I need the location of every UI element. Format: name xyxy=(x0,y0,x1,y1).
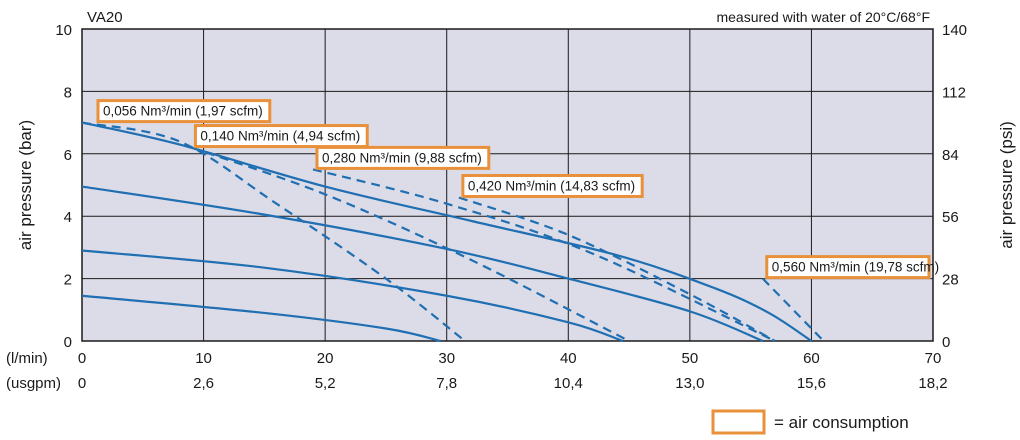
air-consumption-label: 0,560 Nm³/min (19,78 scfm) xyxy=(772,260,939,275)
model-label: VA20 xyxy=(87,9,123,26)
air-consumption-label: 0,280 Nm³/min (9,88 scfm) xyxy=(322,150,482,165)
x-tick-label-lmin: 50 xyxy=(682,350,699,367)
label-box-frame xyxy=(315,145,491,170)
x-tick-label-lmin: 10 xyxy=(195,350,212,367)
y-tick-label-psi: 140 xyxy=(942,22,967,39)
pressure-curve xyxy=(81,294,441,343)
air-consumption-label-box: 0,420 Nm³/min (14,83 scfm) xyxy=(461,173,644,198)
air-consumption-curve xyxy=(312,168,776,342)
x-tick-label-usgpm: 5,2 xyxy=(315,375,336,392)
x-tick-label-usgpm: 7,8 xyxy=(436,375,457,392)
label-box-frame xyxy=(765,255,931,280)
y-tick-label-psi: 56 xyxy=(942,209,959,226)
legend-label: = air consumption xyxy=(774,413,909,432)
pressure-curve xyxy=(81,249,624,343)
air-consumption-label: 0,056 Nm³/min (1,97 scfm) xyxy=(103,104,263,119)
x-tick-label-usgpm: 0 xyxy=(78,375,86,392)
y-tick-label-psi: 84 xyxy=(942,147,959,164)
y-tick-label-psi: 112 xyxy=(942,84,966,101)
pressure-curve xyxy=(81,185,764,343)
label-box-frame xyxy=(461,173,644,198)
x-tick-label-lmin: 60 xyxy=(803,350,820,367)
y-tick-label-bar: 10 xyxy=(55,22,72,39)
x-tick-label-lmin: 0 xyxy=(78,350,86,367)
axis-ticks: 0 10 20 30 40 50 60 700 2,6 5,2 7,8 10,4 13,0 15,6 18,… xyxy=(55,22,967,392)
air-consumption-curve xyxy=(458,196,776,342)
y-tick-label-bar: 2 xyxy=(64,272,72,289)
air-consumption-label: 0,420 Nm³/min (14,83 scfm) xyxy=(468,178,635,193)
air-consumption-label: 0,140 Nm³/min (4,94 scfm) xyxy=(200,129,360,144)
y-tick-label-bar: 4 xyxy=(64,209,72,226)
air-consumption-label-box: 0,140 Nm³/min (4,94 scfm) xyxy=(193,124,369,149)
air-consumption-labels: 0,056 Nm³/min (1,97 scfm) 0,140 Nm³/min (… xyxy=(96,99,939,280)
x-tick-label-lmin: 20 xyxy=(317,350,334,367)
x-tick-label-usgpm: 10,4 xyxy=(554,375,583,392)
label-box-frame xyxy=(96,99,272,124)
air-consumption-label-box: 0,560 Nm³/min (19,78 scfm) xyxy=(765,255,939,280)
x-row-label-usgpm: (usgpm) xyxy=(6,375,61,392)
air-consumption-label-box: 0,280 Nm³/min (9,88 scfm) xyxy=(315,145,491,170)
measurement-note: measured with water of 20°C/68°F xyxy=(716,9,930,25)
air-consumption-label-box: 0,056 Nm³/min (1,97 scfm) xyxy=(96,99,272,124)
x-tick-label-lmin: 40 xyxy=(560,350,577,367)
x-row-label-lmin: (l/min) xyxy=(6,350,48,367)
y-tick-label-psi: 28 xyxy=(942,272,959,289)
x-tick-label-lmin: 30 xyxy=(438,350,455,367)
x-tick-label-usgpm: 15,6 xyxy=(797,375,826,392)
y-axis-right-label: air pressure (psi) xyxy=(997,121,1016,249)
legend-swatch xyxy=(711,409,766,435)
x-tick-label-lmin: 70 xyxy=(925,350,942,367)
y-tick-label-bar: 6 xyxy=(64,147,72,164)
y-tick-label-bar: 8 xyxy=(64,84,72,101)
x-tick-label-usgpm: 13,0 xyxy=(675,375,704,392)
air-consumption-curve xyxy=(81,121,466,342)
air-consumption-curves xyxy=(81,121,825,342)
label-box-frame xyxy=(193,124,369,149)
y-tick-label-psi: 0 xyxy=(942,334,950,351)
air-consumption-curve xyxy=(191,146,630,342)
y-axis-left-label: air pressure (bar) xyxy=(16,120,35,250)
x-tick-label-usgpm: 18,2 xyxy=(918,375,947,392)
x-tick-label-usgpm: 2,6 xyxy=(193,375,214,392)
y-tick-label-bar: 0 xyxy=(64,334,72,351)
